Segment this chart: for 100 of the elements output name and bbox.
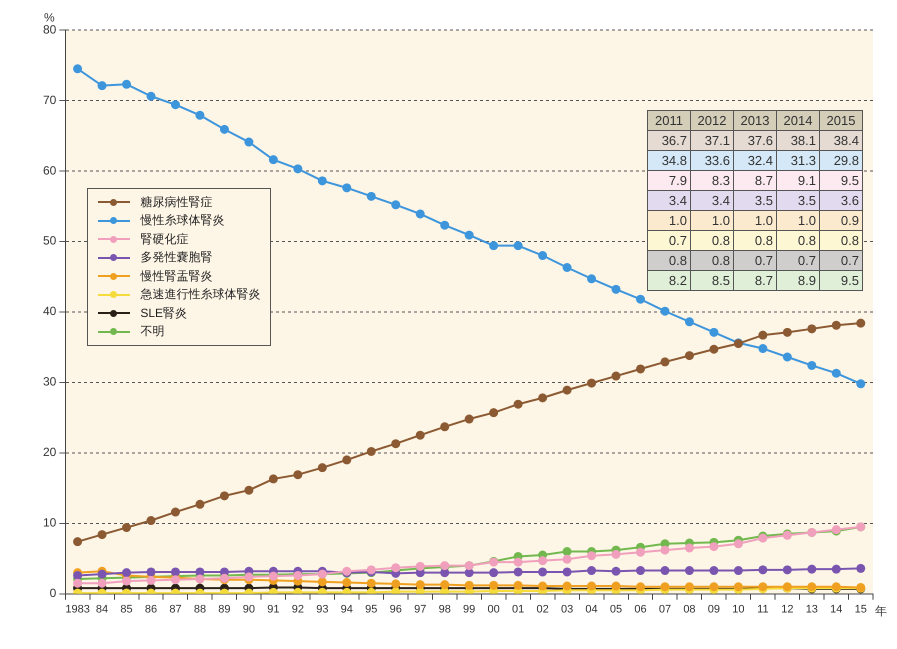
annotation: 1.0 bbox=[734, 210, 776, 230]
point bbox=[489, 408, 498, 418]
point bbox=[514, 241, 523, 250]
point bbox=[293, 470, 302, 480]
point bbox=[98, 530, 107, 540]
point bbox=[366, 446, 376, 456]
point bbox=[562, 582, 572, 591]
point bbox=[758, 534, 768, 543]
annotation: 0.9 bbox=[820, 210, 862, 230]
annotation: 1.0 bbox=[690, 210, 734, 230]
point bbox=[342, 455, 352, 464]
point bbox=[244, 486, 254, 495]
annotation: 0.8 bbox=[776, 230, 820, 250]
x-tick-label: 04 bbox=[585, 603, 598, 616]
point bbox=[832, 320, 841, 330]
point bbox=[391, 563, 400, 572]
point bbox=[416, 209, 425, 218]
annotation: 8.5 bbox=[690, 270, 734, 290]
point bbox=[660, 566, 670, 576]
x-tick-label: 15 bbox=[854, 603, 867, 616]
point bbox=[612, 582, 621, 591]
annotation: 37.1 bbox=[690, 130, 734, 150]
point bbox=[612, 372, 621, 381]
point bbox=[758, 330, 768, 340]
point bbox=[684, 317, 694, 326]
legend-label: 多発性嚢胞腎 bbox=[140, 249, 212, 266]
x-tick-label: 86 bbox=[144, 603, 158, 616]
annotation: 0.7 bbox=[820, 250, 862, 270]
point bbox=[758, 565, 768, 574]
annotation: 1.0 bbox=[648, 210, 690, 230]
annotation: 8.7 bbox=[734, 270, 776, 290]
annotation: 0.7 bbox=[734, 250, 776, 270]
point bbox=[98, 570, 107, 579]
point bbox=[146, 92, 156, 101]
x-tick-label: 1983 bbox=[65, 603, 90, 616]
x-tick-label: 00 bbox=[488, 603, 500, 616]
x-tick-label: 12 bbox=[781, 603, 794, 616]
x-tick-label: 11 bbox=[757, 603, 769, 616]
point bbox=[612, 284, 621, 294]
annotation: 8.3 bbox=[690, 170, 734, 190]
point bbox=[514, 580, 523, 590]
y-tick-label: 50 bbox=[42, 234, 57, 248]
x-tick-label: 89 bbox=[218, 603, 231, 616]
y-tick-label: 0 bbox=[50, 586, 57, 600]
x-tick-label: 02 bbox=[536, 603, 549, 616]
annotation: 38.4 bbox=[820, 130, 862, 150]
annotation: 8.2 bbox=[648, 270, 690, 290]
point bbox=[538, 393, 548, 402]
point bbox=[709, 344, 718, 354]
x-tick-label: 07 bbox=[658, 603, 672, 616]
point bbox=[807, 324, 816, 334]
point bbox=[684, 351, 694, 360]
y-tick-label: 20 bbox=[42, 445, 57, 460]
point bbox=[366, 192, 376, 201]
point bbox=[416, 580, 425, 590]
point bbox=[587, 566, 596, 576]
point bbox=[684, 566, 694, 576]
point bbox=[146, 576, 156, 585]
point bbox=[660, 306, 670, 316]
annotation: 38.1 bbox=[776, 130, 820, 150]
point bbox=[562, 263, 572, 272]
annotation: 1.0 bbox=[776, 210, 820, 230]
point bbox=[587, 582, 596, 591]
point bbox=[562, 547, 572, 556]
x-tick-label: 97 bbox=[414, 603, 426, 616]
point bbox=[856, 564, 866, 573]
legend-label: 急速進行性糸球体腎炎 bbox=[140, 286, 260, 304]
point bbox=[342, 183, 352, 192]
annotation: 2014 bbox=[776, 110, 820, 130]
point bbox=[391, 200, 400, 210]
point bbox=[832, 368, 841, 378]
point bbox=[73, 570, 82, 580]
point bbox=[440, 580, 450, 590]
point bbox=[170, 508, 180, 517]
x-tick-label: 92 bbox=[292, 603, 304, 616]
point bbox=[612, 566, 621, 576]
annotation: 3.4 bbox=[690, 190, 734, 210]
point bbox=[514, 567, 523, 576]
point bbox=[684, 543, 694, 552]
point bbox=[587, 274, 596, 284]
y-tick-label: 60 bbox=[42, 163, 57, 178]
point bbox=[562, 567, 572, 576]
x-tick-label: 91 bbox=[267, 603, 280, 616]
point bbox=[587, 551, 596, 560]
x-tick-label: 94 bbox=[340, 603, 353, 616]
point bbox=[514, 558, 523, 567]
x-tick-label: 88 bbox=[194, 603, 206, 616]
point bbox=[782, 565, 792, 574]
point bbox=[464, 230, 474, 240]
annotation: 33.6 bbox=[690, 150, 734, 170]
x-tick-label: 13 bbox=[806, 603, 818, 616]
annotation: 3.6 bbox=[820, 190, 862, 210]
point bbox=[293, 164, 302, 174]
point bbox=[220, 491, 229, 500]
y-tick-label: 40 bbox=[42, 304, 57, 318]
point bbox=[587, 378, 596, 388]
y-axis-title: % bbox=[44, 10, 56, 24]
annotation: 9.5 bbox=[820, 170, 862, 190]
annotation: 37.6 bbox=[734, 130, 776, 150]
annotation: 32.4 bbox=[734, 150, 776, 170]
